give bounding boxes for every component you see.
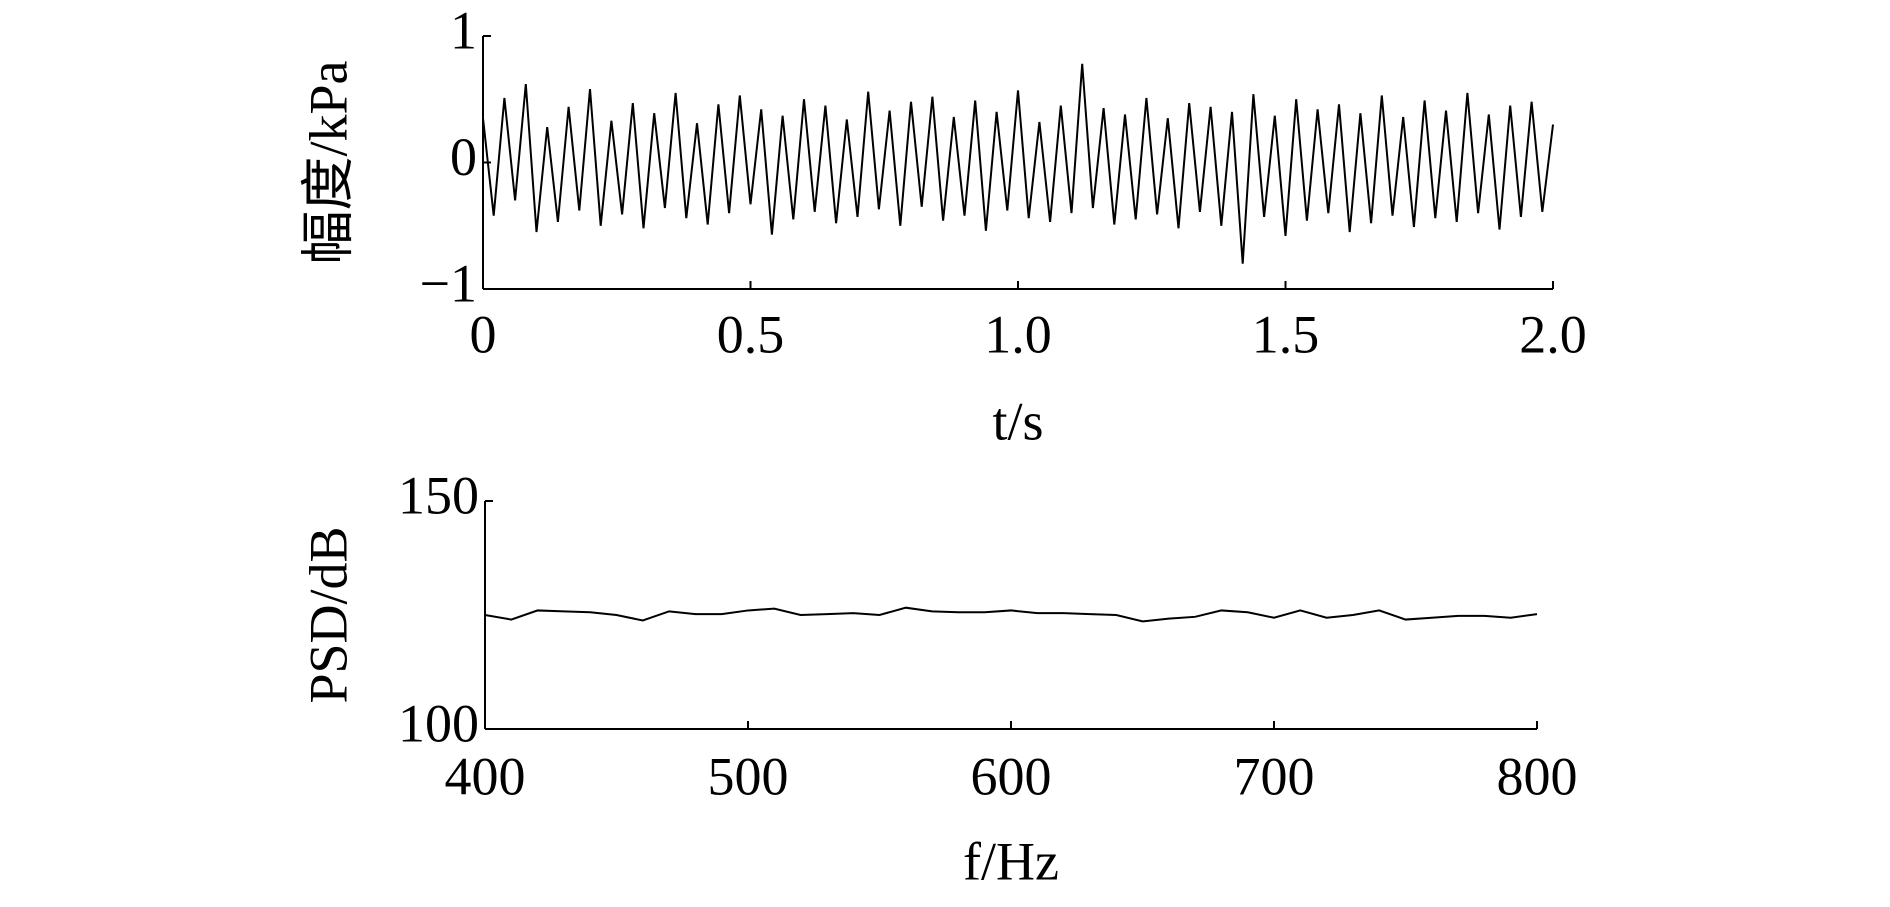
x-tick-label: 2.0 [1519, 304, 1587, 364]
data-line [484, 606, 1538, 623]
x-tick-label: 500 [708, 746, 789, 806]
x-tick-label: 400 [445, 746, 526, 806]
y-tick-label: −1 [420, 253, 477, 313]
y-axis-label: 幅度/kPa [298, 60, 358, 264]
x-axis-label: t/s [992, 391, 1043, 451]
x-tick-label: 600 [971, 746, 1052, 806]
x-axis-label: f/Hz [963, 831, 1059, 891]
y-tick-label: 150 [398, 465, 479, 525]
x-tick-label: 0.5 [717, 304, 785, 364]
x-tick-label: 0 [470, 304, 497, 364]
x-tick-label: 1.0 [984, 304, 1052, 364]
x-tick-label: 1.5 [1252, 304, 1320, 364]
data-line [482, 63, 1554, 264]
x-tick-label: 700 [1234, 746, 1315, 806]
y-tick-label: 1 [450, 0, 477, 60]
y-tick-label: 0 [450, 127, 477, 187]
y-tick-label: 100 [398, 693, 479, 753]
y-axis-label: PSD/dB [298, 526, 358, 703]
x-tick-label: 800 [1497, 746, 1578, 806]
